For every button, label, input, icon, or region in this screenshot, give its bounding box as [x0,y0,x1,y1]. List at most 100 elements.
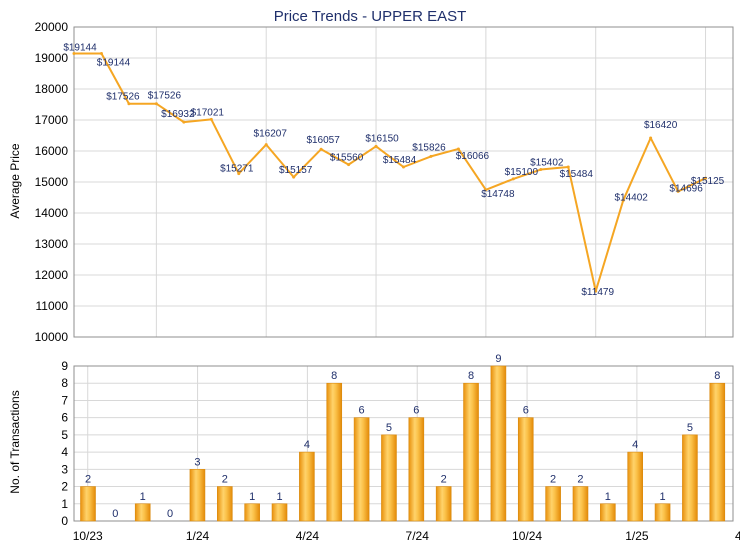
price-point [154,102,158,106]
transactions-tick-label: 1 [61,497,68,511]
transactions-x-tick-label: 10/24 [512,529,542,543]
transactions-bar-label: 0 [167,508,173,520]
price-point [539,168,543,172]
price-data-label: $15484 [560,169,594,180]
transactions-bar [463,382,479,522]
transactions-bar-label: 8 [714,370,720,382]
price-point [402,165,405,169]
price-data-label: $16150 [365,133,399,144]
transactions-bar-label: 1 [276,491,282,503]
price-point [649,136,653,140]
transactions-bar-label: 1 [605,491,611,503]
price-data-label: $14748 [481,189,515,200]
price-axis-title: Average Price [8,143,22,218]
transactions-bar-label: 6 [523,405,529,417]
transactions-tick-label: 5 [61,428,68,442]
transactions-bar [682,434,698,522]
price-point [209,117,213,121]
price-point [264,143,268,147]
price-point [429,154,433,158]
price-data-label: $15484 [383,155,417,166]
price-tick-label: 20000 [35,20,69,34]
price-tick-label: 10000 [35,330,69,344]
price-data-label: $15826 [412,142,446,153]
price-data-label: $16057 [306,135,340,146]
price-data-label: $17526 [148,91,182,102]
price-tick-label: 19000 [35,51,69,65]
transactions-plot-border [73,365,734,522]
price-tick-label: 17000 [35,113,69,127]
transactions-bar [654,503,671,522]
price-point [566,165,570,169]
price-data-label: $16932 [161,109,195,120]
price-data-label: $19144 [63,43,97,54]
transactions-bar [517,417,534,522]
transactions-bar [244,503,260,522]
price-data-label: $16066 [456,151,490,162]
transactions-bar [435,486,452,522]
transactions-bar-label: 4 [632,439,638,451]
price-data-label: $14696 [669,183,703,194]
price-point [347,163,351,167]
transactions-bar-label: 2 [577,474,583,486]
transactions-x-tick-label: 4/24 [296,529,320,543]
transactions-tick-label: 4 [61,445,68,459]
price-point [621,199,625,203]
transactions-bar-label: 2 [222,474,228,486]
transactions-bar [572,486,589,522]
transactions-tick-label: 3 [61,462,68,476]
transactions-x-tick-label: 1/25 [625,529,649,543]
price-tick-label: 16000 [35,144,69,158]
price-data-label: $17021 [191,107,225,118]
price-point [594,289,598,293]
price-point [456,147,460,151]
transactions-x-tick-label: 10/23 [73,529,103,543]
transactions-bar [545,486,561,522]
price-tick-label: 11000 [36,299,69,313]
price-point [319,147,323,151]
transactions-bar [381,434,397,522]
transactions-plot-area [73,365,734,522]
transactions-tick-label: 2 [61,480,68,494]
transactions-x-tick-label: 4/25 [735,529,740,543]
price-point [292,175,296,179]
price-tick-label: 18000 [35,82,69,96]
transactions-bar-label: 6 [359,405,365,417]
price-data-label: $15125 [691,176,725,187]
transactions-x-tick-label: 1/24 [186,529,210,543]
price-series-line [74,52,706,293]
transactions-axis-title: No. of Transactions [8,390,22,493]
price-data-label: $15100 [505,167,539,178]
transactions-bar-label: 8 [331,370,337,382]
price-data-label: $15560 [330,153,364,164]
price-data-label: $15157 [279,165,313,176]
price-tick-label: 13000 [35,237,69,251]
price-tick-label: 12000 [35,268,69,282]
transactions-bar-label: 4 [304,439,310,451]
transactions-tick-label: 6 [61,411,68,425]
transactions-plot: 2 0 1 0 3 2 1 1 4 8 6 5 6 2 8 9 6 2 2 1 4 1 5 8 [80,353,726,522]
transactions-bar [271,503,288,522]
price-data-label: $16420 [644,120,678,131]
price-data-label: $17526 [106,92,140,103]
transactions-bar-label: 5 [687,422,693,434]
transactions-bar [189,469,206,522]
price-point [127,102,131,106]
transactions-tick-label: 8 [61,376,68,390]
price-point [237,172,241,176]
price-data-label: $15271 [220,164,254,175]
price-data-label: $15402 [530,158,564,169]
transactions-bar-label: 6 [413,405,419,417]
price-plot-border [73,26,734,338]
price-grid: 10000 11000 12000 13000 14000 15000 16000 17000… [35,20,734,344]
price-plot: $19144$19144 $17526 $17526 $16932$17021 $152… [63,43,724,299]
transactions-bar-label: 9 [495,353,501,365]
transactions-bar-label: 0 [112,508,118,520]
price-point [704,176,708,180]
transactions-bar [709,382,726,522]
transactions-grid: 0 1 2 3 4 5 6 7 8 9 10/23 1/24 4/24 7/24 10/24 1/25 4/25… [61,359,740,543]
price-data-label: $11479 [581,287,614,298]
transactions-bar [134,503,151,522]
transactions-tick-label: 0 [61,514,68,528]
